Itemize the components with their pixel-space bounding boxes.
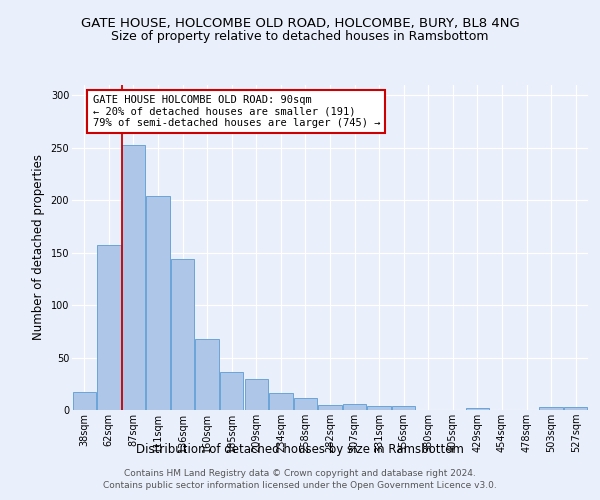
Text: Size of property relative to detached houses in Ramsbottom: Size of property relative to detached ho… bbox=[111, 30, 489, 43]
Y-axis label: Number of detached properties: Number of detached properties bbox=[32, 154, 45, 340]
Bar bbox=[539, 407, 563, 410]
Bar bbox=[73, 392, 96, 410]
Text: Distribution of detached houses by size in Ramsbottom: Distribution of detached houses by size … bbox=[136, 442, 464, 456]
Bar bbox=[343, 404, 366, 410]
Bar bbox=[171, 259, 194, 410]
Text: Contains HM Land Registry data © Crown copyright and database right 2024.: Contains HM Land Registry data © Crown c… bbox=[124, 468, 476, 477]
Bar bbox=[269, 393, 293, 410]
Bar bbox=[319, 405, 341, 410]
Bar bbox=[294, 398, 317, 410]
Bar bbox=[367, 406, 391, 410]
Bar bbox=[146, 196, 170, 410]
Bar bbox=[196, 338, 219, 410]
Bar bbox=[466, 408, 489, 410]
Text: Contains public sector information licensed under the Open Government Licence v3: Contains public sector information licen… bbox=[103, 481, 497, 490]
Text: GATE HOUSE, HOLCOMBE OLD ROAD, HOLCOMBE, BURY, BL8 4NG: GATE HOUSE, HOLCOMBE OLD ROAD, HOLCOMBE,… bbox=[80, 18, 520, 30]
Bar bbox=[564, 407, 587, 410]
Bar bbox=[97, 246, 121, 410]
Bar bbox=[122, 145, 145, 410]
Bar bbox=[245, 378, 268, 410]
Bar bbox=[220, 372, 244, 410]
Text: GATE HOUSE HOLCOMBE OLD ROAD: 90sqm
← 20% of detached houses are smaller (191)
7: GATE HOUSE HOLCOMBE OLD ROAD: 90sqm ← 20… bbox=[92, 94, 380, 128]
Bar bbox=[392, 406, 415, 410]
